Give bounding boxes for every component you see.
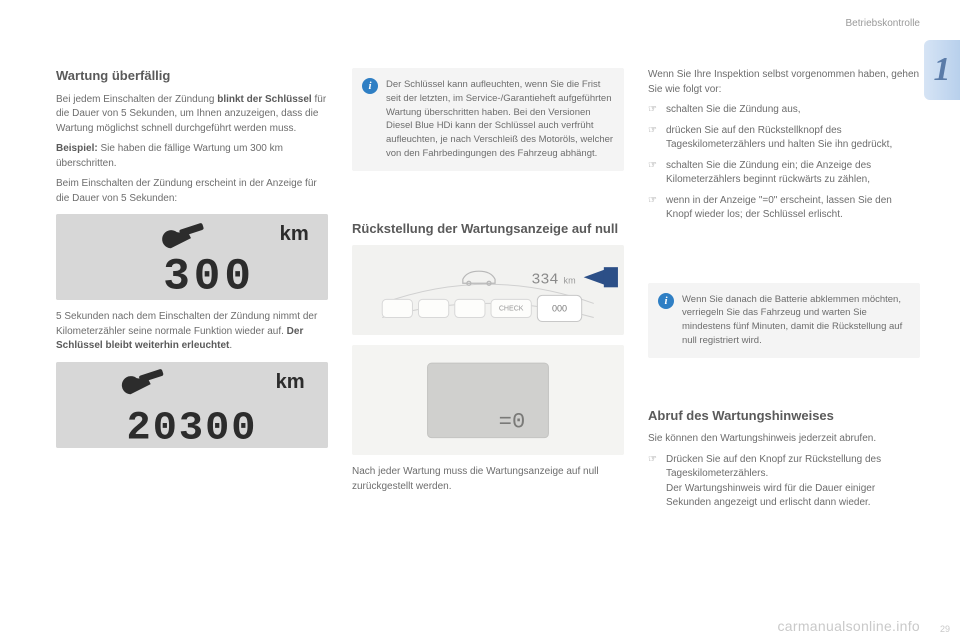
- svg-text:km: km: [276, 371, 305, 393]
- svg-text:=0: =0: [499, 410, 526, 435]
- info-icon: i: [658, 293, 674, 309]
- para-1: Bei jedem Einschalten der Zündung blinkt…: [56, 93, 328, 137]
- list-item: Drücken Sie auf den Knopf zur Rückstellu…: [648, 453, 920, 511]
- procedure-list: schalten Sie die Zündung aus, drücken Si…: [648, 103, 920, 223]
- figure-display-20300: km 20300: [56, 362, 328, 448]
- svg-text:000: 000: [552, 304, 567, 314]
- list-item: schalten Sie die Zündung ein; die Anzeig…: [648, 159, 920, 188]
- svg-text:20300: 20300: [127, 405, 258, 447]
- para-7: Sie können den Wartungshinweis jederzeit…: [648, 432, 920, 447]
- fig1-unit: km: [280, 224, 309, 246]
- figure-display-300: km 300: [56, 214, 328, 300]
- list-item: drücken Sie auf den Rückstellknopf des T…: [648, 124, 920, 153]
- column-3: Wenn Sie Ihre Inspektion selbst vorgenom…: [648, 68, 920, 610]
- para-2: Beispiel: Sie haben die fällige Wartung …: [56, 142, 328, 171]
- watermark: carmanualsonline.info: [778, 618, 921, 634]
- chapter-tab: 1: [924, 40, 960, 100]
- column-2: i Der Schlüssel kann aufleuchten, wenn S…: [352, 68, 624, 610]
- info-text-2: Wenn Sie danach die Batterie abklemmen m…: [682, 293, 910, 348]
- figure-display-zero: =0: [352, 345, 624, 455]
- header-section: Betriebskontrolle: [846, 18, 920, 29]
- list-item: wenn in der Anzeige "=0" erscheint, lass…: [648, 194, 920, 223]
- info-text-1: Der Schlüssel kann aufleuchten, wenn Sie…: [386, 78, 614, 161]
- recall-list: Drücken Sie auf den Knopf zur Rückstellu…: [648, 453, 920, 511]
- page-number: 29: [940, 624, 950, 634]
- svg-text:km: km: [564, 276, 576, 286]
- para-5: Nach jeder Wartung muss die Wartungsanze…: [352, 465, 624, 494]
- fig1-value: 300: [163, 253, 255, 300]
- heading-reset: Rückstellung der Wartungsanzeige auf nul…: [352, 221, 624, 238]
- para-4: 5 Sekunden nach dem Einschalten der Zünd…: [56, 310, 328, 354]
- svg-text:334: 334: [531, 271, 558, 289]
- heading-overdue: Wartung überfällig: [56, 68, 328, 85]
- para-3: Beim Einschalten der Zündung erscheint i…: [56, 177, 328, 206]
- info-icon: i: [362, 78, 378, 94]
- info-box-2: i Wenn Sie danach die Batterie abklemmen…: [648, 283, 920, 358]
- info-box-1: i Der Schlüssel kann aufleuchten, wenn S…: [352, 68, 624, 171]
- column-1: Wartung überfällig Bei jedem Einschalten…: [56, 68, 328, 610]
- svg-text:CHECK: CHECK: [499, 306, 524, 313]
- heading-recall: Abruf des Wartungshinweises: [648, 408, 920, 425]
- list-item: schalten Sie die Zündung aus,: [648, 103, 920, 118]
- page-content: Wartung überfällig Bei jedem Einschalten…: [56, 68, 920, 610]
- figure-dashboard: 334 km CHECK 000: [352, 245, 624, 335]
- chapter-number: 1: [934, 51, 951, 89]
- para-6: Wenn Sie Ihre Inspektion selbst vorgenom…: [648, 68, 920, 97]
